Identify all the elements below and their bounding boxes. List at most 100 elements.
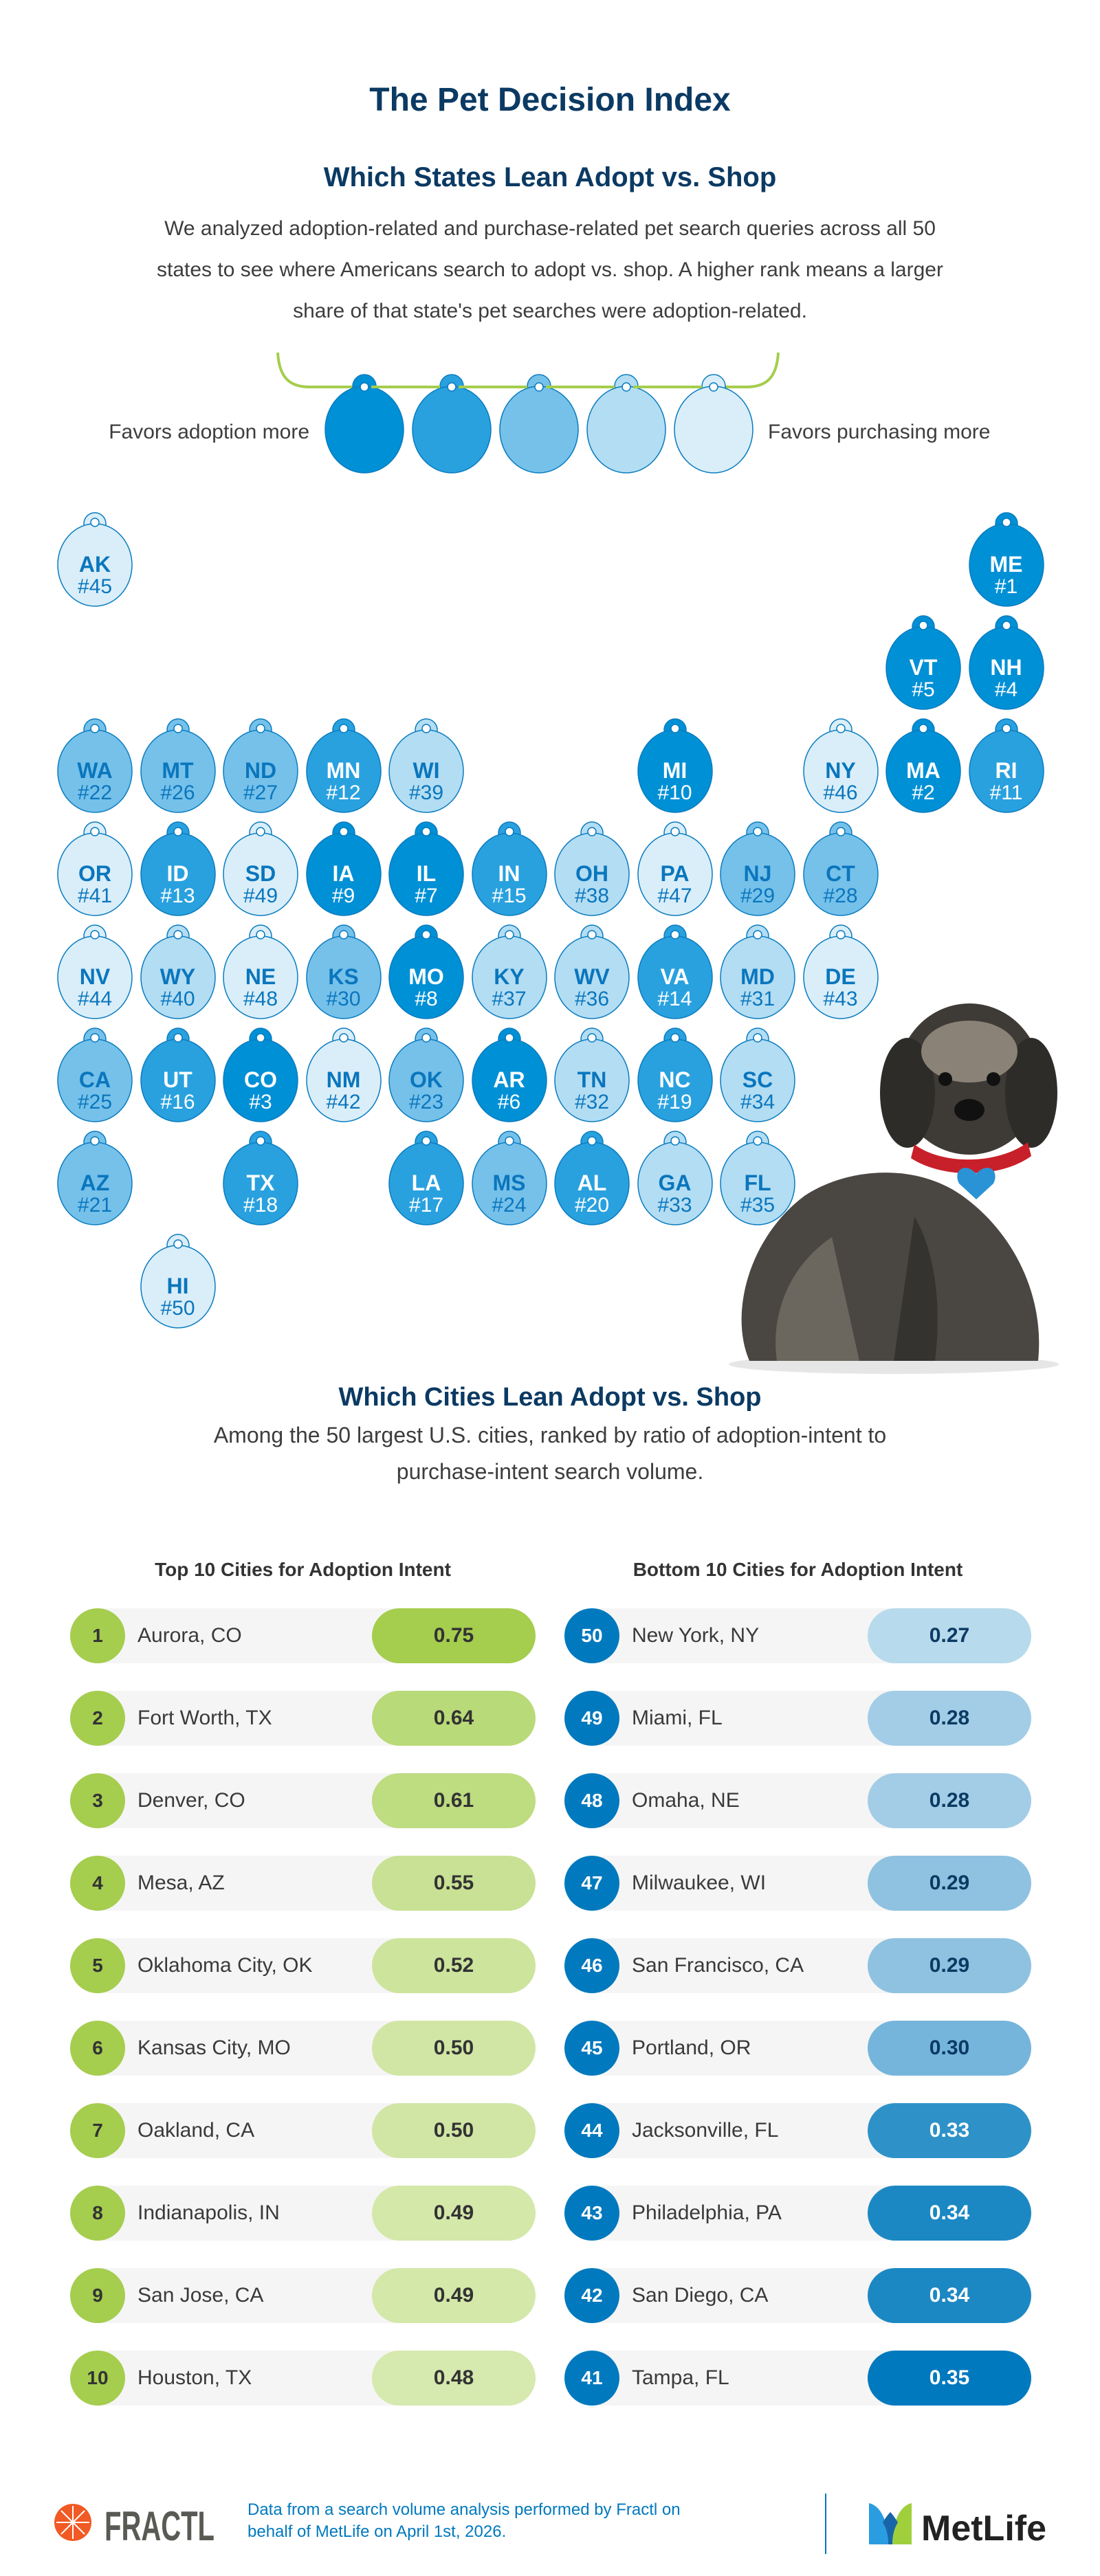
city-row: 9 San Jose, CA 0.49 — [70, 2268, 536, 2323]
cities-description-line: purchase-intent search volume. — [396, 1459, 704, 1484]
state-abbr: MN — [326, 758, 361, 783]
state-rank: #24 — [492, 1194, 527, 1217]
state-abbr: NV — [79, 964, 111, 989]
state-abbr: WY — [160, 964, 196, 989]
city-name: Portland, OR — [632, 2036, 751, 2059]
state-abbr: IL — [416, 861, 437, 886]
city-ratio-value: 0.48 — [372, 2351, 536, 2406]
city-name: Philadelphia, PA — [632, 2201, 782, 2224]
tag-shape-icon — [57, 1131, 133, 1225]
tag-shape-icon — [554, 821, 630, 916]
legend-tag — [586, 374, 666, 474]
city-ratio-value: 0.49 — [372, 2268, 536, 2323]
state-tag-fl: FL #35 — [720, 1127, 795, 1225]
metlife-logo-icon — [869, 2503, 888, 2544]
state-tag-wa: WA #22 — [57, 715, 133, 813]
legend-tags — [276, 352, 780, 474]
state-abbr: VA — [660, 964, 690, 989]
state-abbr: MA — [906, 758, 940, 783]
state-tag-tn: TN #32 — [554, 1024, 630, 1122]
state-abbr: AR — [493, 1067, 525, 1092]
city-row: 45 Portland, OR 0.30 — [564, 2021, 1031, 2076]
state-rank: #44 — [77, 988, 113, 1010]
city-row: 2 Fort Worth, TX 0.64 — [70, 1691, 536, 1746]
state-abbr: TX — [246, 1170, 275, 1195]
tag-shape-icon — [388, 821, 464, 916]
tag-shape-icon — [305, 924, 382, 1019]
state-rank: #25 — [77, 1091, 113, 1113]
city-row: 6 Kansas City, MO 0.50 — [70, 2021, 536, 2076]
state-abbr: SC — [742, 1067, 773, 1092]
state-tag-ut: UT #16 — [140, 1024, 216, 1122]
state-rank: #43 — [823, 988, 858, 1010]
state-rank: #22 — [77, 781, 113, 804]
state-tag-mo: MO #8 — [388, 921, 464, 1019]
state-tag-ri: RI #11 — [968, 715, 1044, 813]
state-abbr: CO — [244, 1067, 277, 1092]
city-rank-badge: 5 — [70, 1938, 125, 1993]
tag-shape-icon — [57, 924, 133, 1019]
state-abbr: WV — [574, 964, 610, 989]
tag-shape-icon — [223, 718, 298, 813]
state-tag-ok: OK #23 — [388, 1024, 464, 1122]
city-name: Miami, FL — [632, 1707, 723, 1729]
state-abbr: AL — [577, 1170, 607, 1195]
state-rank: #30 — [326, 988, 361, 1010]
city-ratio-value: 0.49 — [372, 2186, 536, 2241]
state-rank: #26 — [160, 781, 195, 804]
state-tag-nh: NH #4 — [968, 612, 1044, 710]
state-abbr: TN — [577, 1067, 607, 1092]
city-rank-badge: 7 — [70, 2103, 125, 2158]
state-rank: #31 — [740, 988, 776, 1010]
tag-shape-icon — [223, 1131, 298, 1225]
state-tag-pa: PA #47 — [637, 818, 713, 916]
state-rank: #9 — [331, 885, 355, 907]
state-rank: #13 — [160, 885, 195, 907]
tag-shape-icon — [305, 718, 382, 813]
state-tag-vt: VT #5 — [886, 612, 961, 710]
state-rank: #1 — [994, 575, 1018, 598]
state-abbr: KY — [494, 964, 525, 989]
state-rank: #6 — [497, 1091, 521, 1113]
state-tag-il: IL #7 — [388, 818, 464, 916]
source-note: Data from a search volume analysis perfo… — [248, 2499, 742, 2543]
state-abbr: WA — [77, 758, 113, 783]
city-row: 5 Oklahoma City, OK 0.52 — [70, 1938, 536, 1993]
state-rank: #29 — [740, 885, 776, 907]
state-tag-ky: KY #37 — [471, 921, 547, 1019]
state-abbr: MS — [492, 1170, 526, 1195]
state-rank: #50 — [160, 1297, 195, 1320]
state-tag-id: ID #13 — [140, 818, 216, 916]
city-ratio-value: 0.30 — [868, 2021, 1031, 2076]
tag-shape-icon — [471, 1131, 547, 1225]
state-abbr: NH — [990, 655, 1022, 680]
bottom-cities-heading: Bottom 10 Cities for Adoption Intent — [632, 1559, 963, 1580]
state-abbr: PA — [660, 861, 690, 886]
city-rank-badge: 2 — [70, 1691, 125, 1746]
city-ratio-value: 0.27 — [868, 1608, 1031, 1663]
city-rank-badge: 49 — [564, 1691, 619, 1746]
state-rank: #2 — [912, 781, 935, 804]
state-tag-me: ME #1 — [968, 509, 1044, 607]
city-row: 10 Houston, TX 0.48 — [70, 2351, 536, 2406]
state-rank: #35 — [740, 1194, 776, 1217]
state-abbr: NE — [245, 964, 276, 989]
state-abbr: IN — [498, 861, 520, 886]
city-ratio-value: 0.75 — [372, 1608, 536, 1663]
state-tag-ar: AR #6 — [471, 1024, 547, 1122]
tag-shape-icon — [886, 718, 961, 813]
state-rank: #34 — [740, 1091, 776, 1113]
state-abbr: KS — [328, 964, 359, 989]
city-ratio-value: 0.50 — [372, 2103, 536, 2158]
tag-shape-icon — [388, 924, 464, 1019]
tag-shape-icon — [802, 718, 879, 813]
state-rank: #41 — [77, 885, 113, 907]
tag-shape-icon — [720, 821, 795, 916]
page-title: The Pet Decision Index — [369, 82, 731, 118]
city-rank-badge: 3 — [70, 1773, 125, 1828]
dog-heart-tag — [957, 1168, 996, 1199]
city-row: 4 Mesa, AZ 0.55 — [70, 1856, 536, 1911]
state-abbr: VT — [909, 655, 938, 680]
tag-shape-icon — [471, 1028, 547, 1122]
city-name: San Francisco, CA — [632, 1954, 804, 1977]
